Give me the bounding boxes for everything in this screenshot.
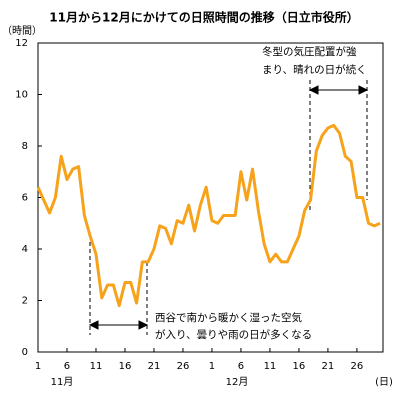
arrow-head [138,320,149,330]
x-tick-label: 11 [90,361,103,372]
annotation-text: まり、晴れの日が続く [262,63,367,76]
data-line [36,123,381,308]
month-label: 12月 [226,376,249,388]
y-tick-label: 2 [22,296,28,307]
y-tick-label: 4 [22,244,28,255]
x-tick-label: 1 [35,361,41,372]
annotation-arrows [88,80,369,335]
y-tick-label: 10 [15,90,28,101]
y-axis-label: （時間） [2,25,42,37]
x-tick-label: 16 [293,361,306,372]
month-label: 11月 [51,376,74,388]
y-tick-label: 12 [15,38,28,49]
arrow-head [88,320,99,330]
arrow-head [308,85,319,95]
annotation-text: 冬型の気圧配置が強 [262,45,357,58]
x-tick-label: 1 [209,361,215,372]
x-tick-label: 26 [177,361,190,372]
x-tick-label: 11 [264,361,277,372]
arrow-head [358,85,369,95]
x-axis-label: (日) [375,377,393,388]
x-tick-label: 21 [322,361,335,372]
x-tick-label: 21 [148,361,161,372]
x-tick-label: 16 [119,361,132,372]
y-tick-label: 6 [22,193,28,204]
y-tick-label: 8 [22,141,28,152]
annotation-text: 西谷で南から暖かく湿った空気 [155,311,302,324]
x-tick-label: 26 [351,361,364,372]
x-tick-label: 6 [64,361,70,372]
chart-title: 11月から12月にかけての日照時間の推移（日立市役所） [49,10,358,25]
y-tick-label: 0 [22,347,28,358]
x-tick-label: 6 [238,361,244,372]
annotation-text: が入り、曇りや雨の日が多くなる [155,328,312,341]
